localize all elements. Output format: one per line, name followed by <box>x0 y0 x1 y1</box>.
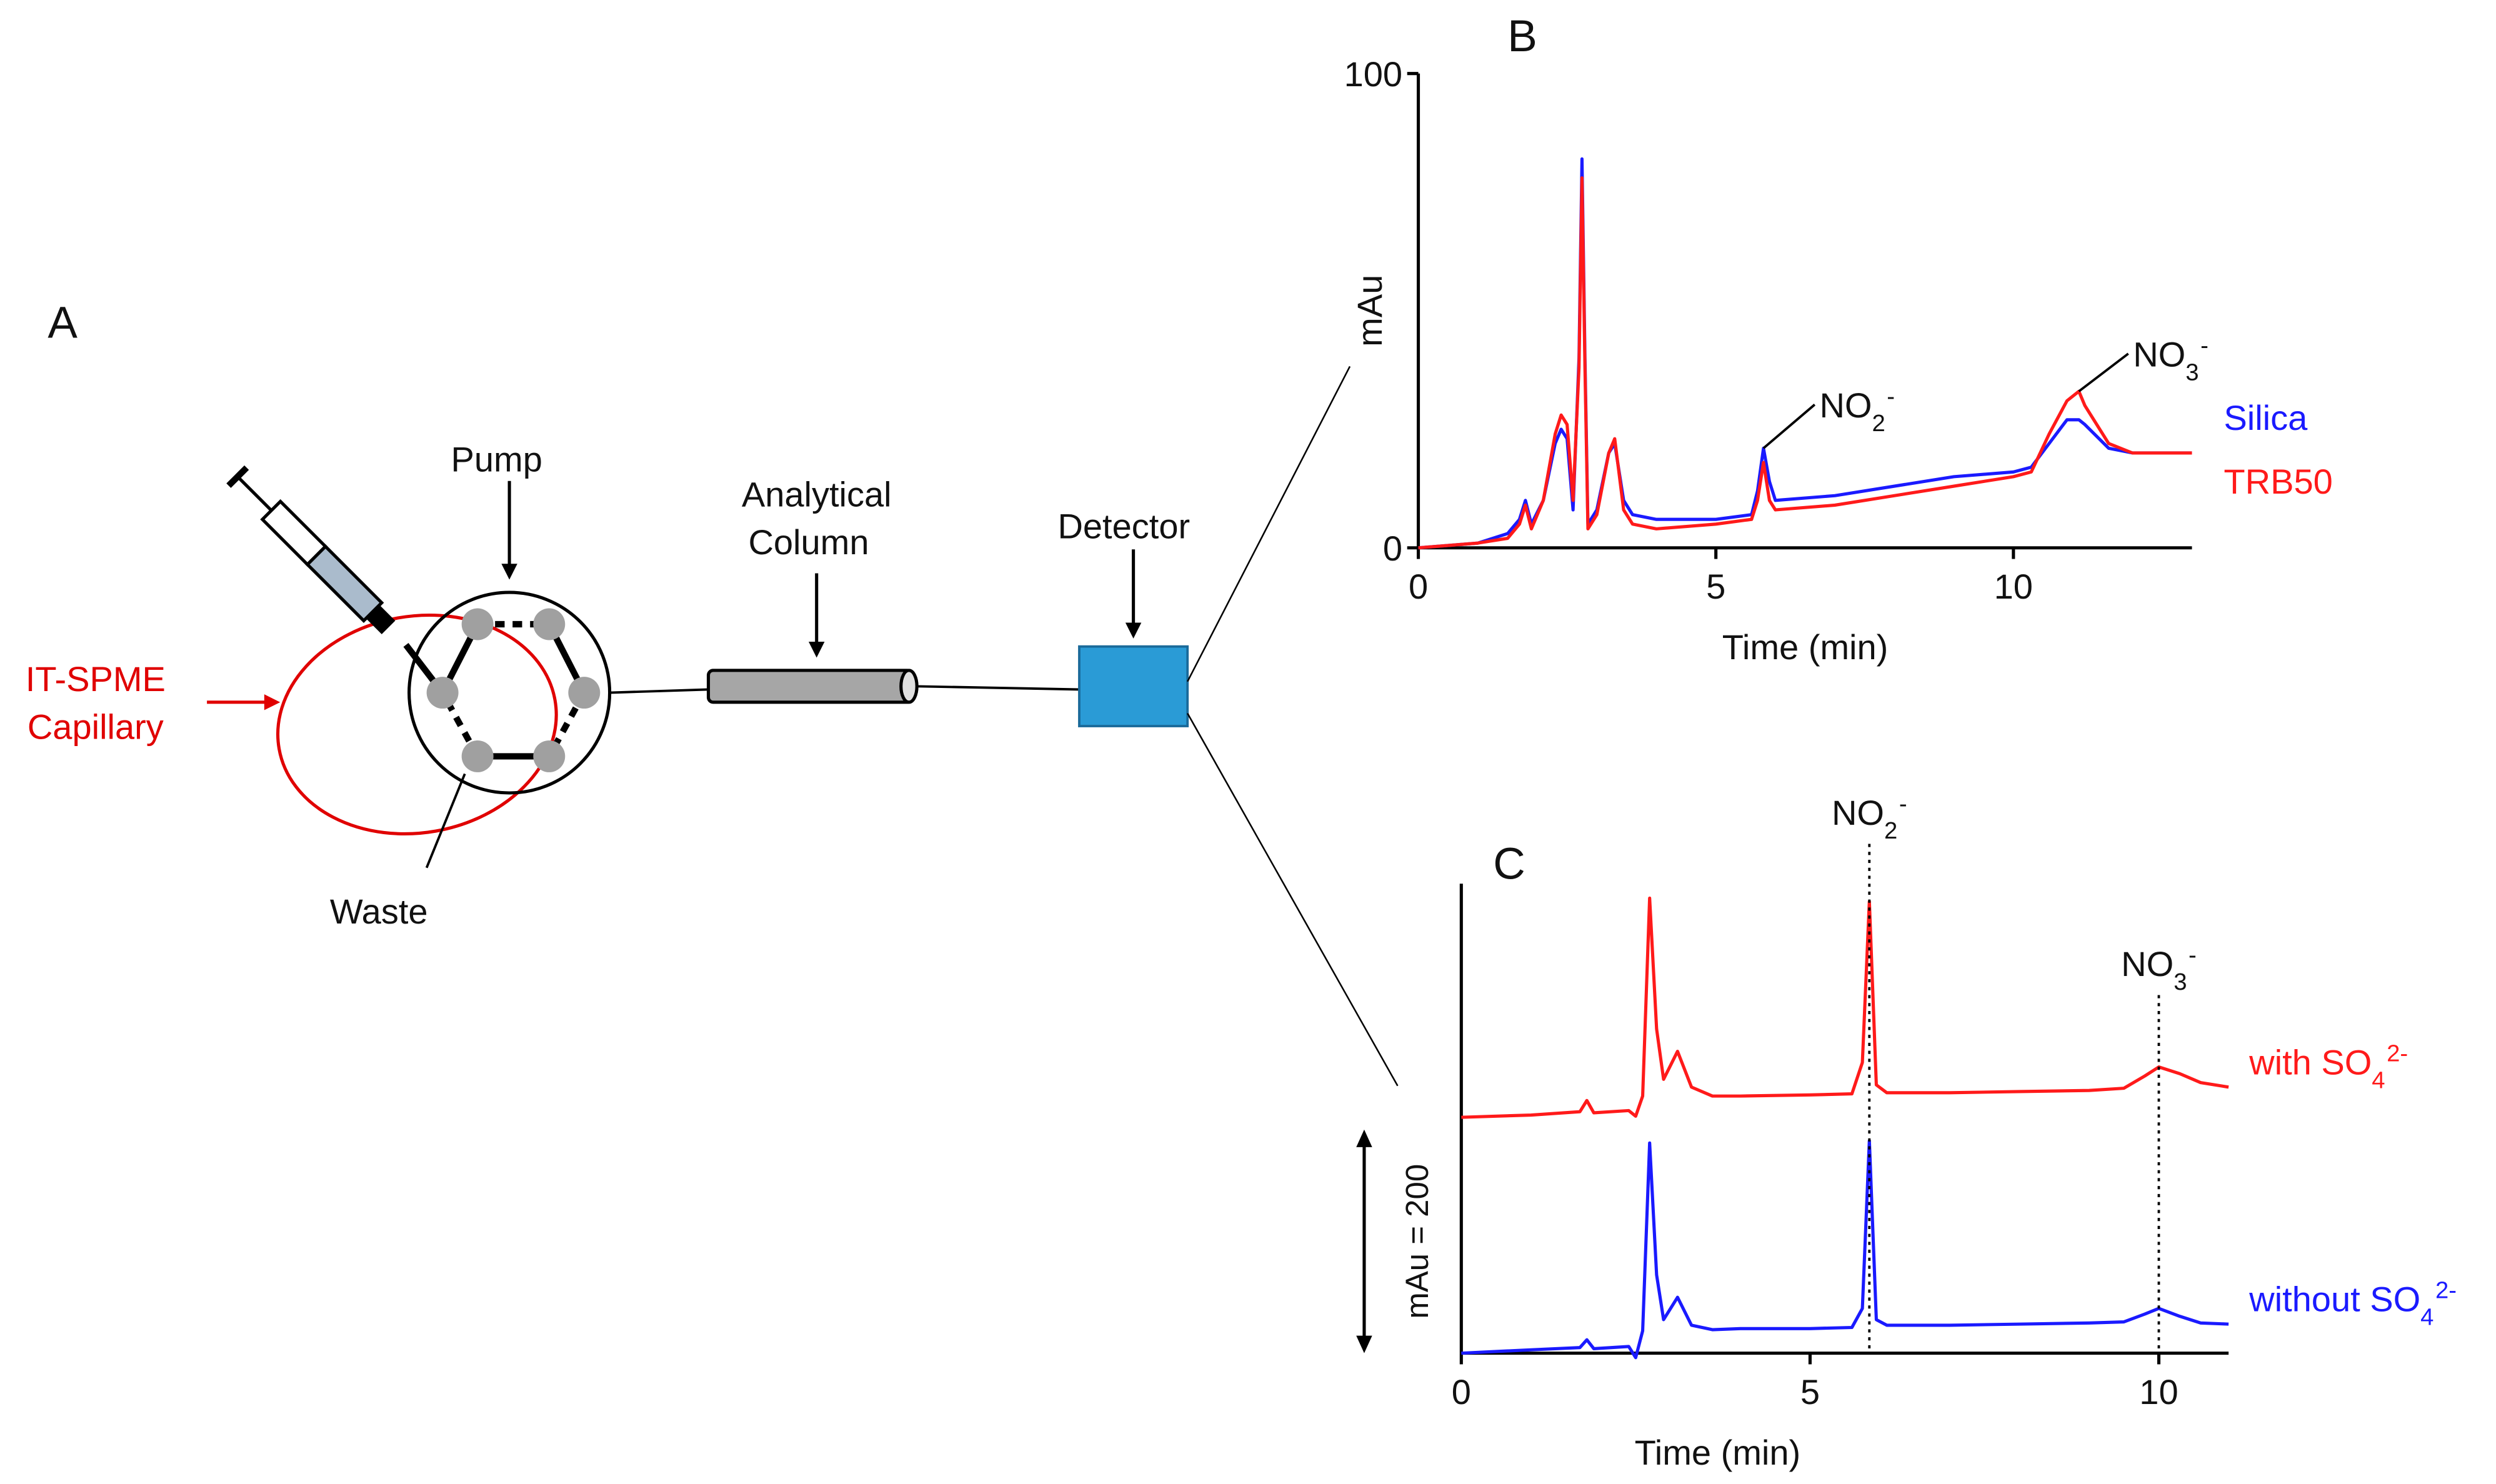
label: Analytical <box>742 475 892 514</box>
column-end <box>899 669 919 704</box>
rich-label: with SO42- <box>2249 1040 2408 1093</box>
column <box>706 669 914 704</box>
label: Waste <box>330 892 428 931</box>
rich-label: NO3- <box>2133 332 2209 386</box>
label-text: NO <box>1832 793 1884 832</box>
label: Column <box>748 522 869 562</box>
label-sup: 2- <box>2435 1277 2457 1303</box>
x-tick-label: 0 <box>1409 567 1428 606</box>
y-tick-label: 100 <box>1344 54 1402 94</box>
y-tick-label: 0 <box>1383 529 1402 568</box>
label-sub: 3 <box>2185 359 2199 386</box>
scale-arrow <box>1356 1335 1372 1353</box>
x-axis-label: Time (min) <box>1722 627 1889 667</box>
label-sub: 4 <box>2372 1067 2385 1093</box>
x-tick-label: 0 <box>1452 1372 1471 1412</box>
zoom-line <box>1187 366 1351 682</box>
label: Pump <box>451 439 542 479</box>
label-text: NO <box>2133 334 2185 374</box>
rich-label: NO2- <box>1832 790 1907 844</box>
label-sub: 3 <box>2174 968 2187 995</box>
label-text: without SO <box>2249 1280 2420 1319</box>
legend-label: TRB50 <box>2224 462 2332 501</box>
arrow-head <box>808 642 825 658</box>
label-sup: - <box>2200 332 2209 359</box>
panel-letter: A <box>47 298 77 348</box>
label-sup: - <box>1887 382 1895 409</box>
label: Capillary <box>27 707 164 746</box>
rich-label: without SO42- <box>2249 1277 2457 1330</box>
x-tick-label: 10 <box>2139 1372 2178 1412</box>
label-text: NO <box>2121 944 2174 984</box>
x-axis-label: Time (min) <box>1635 1433 1801 1472</box>
series-line <box>1418 176 2192 550</box>
label: IT-SPME <box>26 659 166 699</box>
label-sup: - <box>1899 790 1907 817</box>
series-line <box>1461 1139 2229 1360</box>
arrow-head <box>501 564 517 580</box>
rich-label: NO2- <box>1819 382 1895 436</box>
label-sup: 2- <box>2387 1040 2408 1067</box>
x-tick-label: 5 <box>1706 567 1725 606</box>
syringe <box>226 465 396 635</box>
scale-arrow <box>1356 1129 1372 1147</box>
label-text: NO <box>1819 386 1872 425</box>
arrow-head <box>1125 622 1142 639</box>
leader <box>1762 404 1816 449</box>
arrow-head <box>264 694 281 710</box>
label-sub: 4 <box>2420 1303 2434 1330</box>
leader <box>425 773 466 869</box>
diagram: A <box>26 298 1399 1087</box>
scale-label: mAu = 200 <box>1399 1164 1435 1319</box>
valve-ports <box>426 608 601 772</box>
legend-label: Silica <box>2224 398 2308 437</box>
panel-letter: B <box>1507 11 1537 61</box>
rich-label: NO3- <box>2121 941 2197 995</box>
zoom-line <box>1187 713 1399 1087</box>
detector <box>1078 645 1189 727</box>
panel-letter: C <box>1493 839 1525 889</box>
tubing <box>917 685 1080 691</box>
x-tick-label: 10 <box>1994 567 2033 606</box>
label-text: with SO <box>2249 1042 2372 1082</box>
label-sup: - <box>2189 941 2197 968</box>
label-sub: 2 <box>1872 409 1885 436</box>
y-axis-label: mAu <box>1350 275 1389 347</box>
tubing <box>609 688 709 694</box>
series-line <box>1461 896 2229 1119</box>
series-line <box>1418 157 2192 550</box>
capillary-loop <box>276 613 558 835</box>
leader <box>2078 352 2129 392</box>
x-tick-label: 5 <box>1800 1372 1820 1412</box>
label: Detector <box>1057 506 1190 545</box>
label-sub: 2 <box>1884 817 1897 844</box>
